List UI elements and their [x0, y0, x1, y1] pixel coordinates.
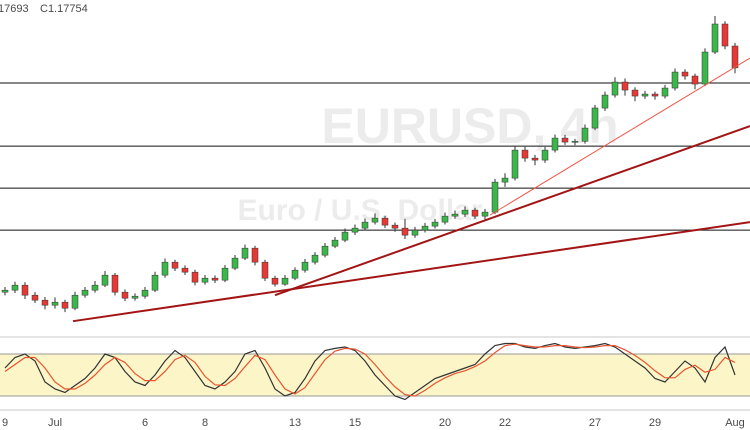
candle-body: [341, 231, 349, 241]
stoch-line: [4, 343, 736, 397]
x-tick-label: 20: [439, 417, 451, 429]
trend-line: [489, 57, 750, 216]
candle-body: [371, 217, 379, 223]
candle-body: [241, 247, 249, 259]
candle-body: [21, 284, 29, 296]
candle-body: [671, 71, 679, 89]
candle-body: [591, 107, 599, 129]
candle-body: [11, 284, 19, 291]
candle-body: [191, 271, 199, 283]
candle-body: [661, 87, 669, 97]
candle-body: [431, 221, 439, 227]
trend-line: [274, 125, 750, 297]
candle-body: [451, 213, 459, 217]
candle-body: [141, 289, 149, 297]
candle-body: [611, 81, 619, 96]
candle-body: [61, 301, 69, 309]
candle-body: [321, 245, 329, 256]
candle-body: [391, 224, 399, 229]
candle-body: [441, 215, 449, 223]
candle-body: [291, 269, 299, 279]
x-tick-label: 22: [499, 417, 511, 429]
trend-line: [72, 221, 750, 323]
candle-body: [471, 209, 479, 217]
watermark-symbol: EURUSD, 4h: [321, 98, 618, 154]
candle-body: [351, 227, 359, 233]
candle-body: [561, 137, 569, 143]
candle-body: [421, 225, 429, 231]
candle-body: [581, 127, 589, 142]
candle-body: [481, 211, 489, 217]
stoch-line: [4, 342, 736, 401]
candle-body: [41, 299, 49, 306]
x-tick-label: 13: [289, 417, 301, 429]
candle-body: [131, 295, 139, 299]
candle-body: [111, 274, 119, 293]
header-close: C1.17754: [40, 3, 88, 15]
candle-body: [411, 229, 419, 236]
candle-body: [701, 51, 709, 85]
candle-body: [161, 261, 169, 276]
header-value: 17693: [0, 3, 29, 15]
candle-body: [641, 93, 649, 97]
candle-body: [551, 137, 559, 151]
candle-body: [711, 23, 719, 53]
candle-body: [621, 81, 629, 91]
candle-body: [491, 181, 499, 213]
candle-body: [681, 71, 689, 77]
candle-body: [211, 277, 219, 281]
candle-body: [521, 149, 529, 159]
candle-body: [511, 149, 519, 179]
candle-body: [71, 294, 79, 309]
candle-body: [91, 284, 99, 291]
x-tick-label: 29: [649, 417, 661, 429]
candle-body: [461, 209, 469, 215]
candle-body: [261, 261, 269, 279]
x-tick-label: Aug: [725, 417, 745, 429]
candle-body: [531, 157, 539, 161]
candle-body: [1, 289, 9, 293]
candle-body: [691, 75, 699, 85]
candle-body: [571, 141, 579, 143]
candle-body: [731, 45, 739, 69]
x-tick-label: 15: [349, 417, 361, 429]
candle-body: [121, 291, 129, 299]
candle-body: [181, 267, 189, 273]
candle-body: [231, 257, 239, 269]
candle-body: [151, 274, 159, 291]
x-tick-label: 9: [2, 417, 8, 429]
candle-body: [331, 239, 339, 247]
candle-body: [221, 267, 229, 281]
candle-body: [541, 149, 549, 161]
candle-body: [601, 94, 609, 109]
candle-body: [281, 277, 289, 285]
candle-body: [201, 277, 209, 283]
candle-body: [311, 254, 319, 263]
candle-body: [631, 89, 639, 97]
candle-body: [251, 247, 259, 263]
candle-body: [401, 227, 409, 236]
candle-body: [31, 294, 39, 301]
candle-body: [501, 177, 509, 183]
candle-body: [171, 261, 179, 269]
x-tick-label: 27: [589, 417, 601, 429]
candle-body: [271, 277, 279, 285]
candle-body: [361, 221, 369, 229]
x-tick-label: 8: [202, 417, 208, 429]
candle-body: [721, 23, 729, 47]
candle-body: [651, 93, 659, 97]
candle-body: [381, 217, 389, 226]
x-tick-label: 6: [142, 417, 148, 429]
candle-body: [51, 301, 59, 306]
candle-body: [101, 274, 109, 286]
candle-body: [301, 261, 309, 271]
candle-body: [81, 289, 89, 296]
x-tick-label: Jul: [48, 417, 62, 429]
